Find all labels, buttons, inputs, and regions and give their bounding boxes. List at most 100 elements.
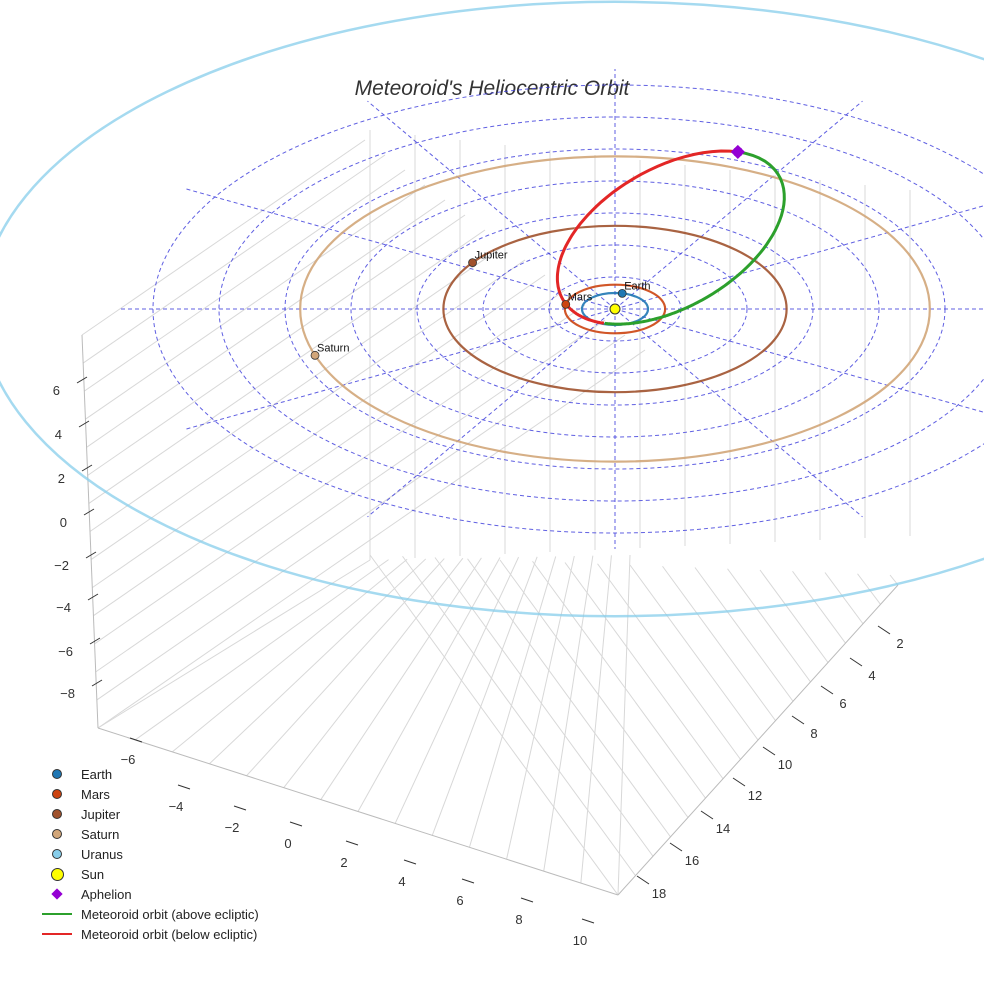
x-tick-mark (669, 842, 683, 852)
x-tick-mark (849, 657, 863, 667)
planet-saturn (310, 350, 320, 360)
grid-line (824, 572, 864, 625)
polar-spoke (186, 308, 616, 430)
y-tick-label: 4 (398, 874, 405, 889)
x-tick-label: 12 (748, 788, 762, 803)
legend-item-saturn[interactable]: Saturn (40, 824, 259, 844)
x-tick-label: 8 (810, 726, 817, 741)
x-tick-label: 10 (778, 757, 792, 772)
grid-line (96, 334, 626, 701)
z-tick-label: 6 (53, 383, 60, 398)
y-tick-mark (520, 897, 534, 903)
y-tick-mark (233, 805, 247, 811)
x-tick-mark (636, 875, 650, 885)
grid-line (90, 259, 526, 560)
legend-item-meteoroid-orbit-above-ecliptic[interactable]: Meteoroid orbit (above ecliptic) (40, 904, 259, 924)
y-tick-mark (129, 737, 143, 743)
grid-line (85, 184, 426, 420)
legend-label: Saturn (81, 826, 120, 842)
y-tick-label: 6 (456, 893, 463, 908)
grid-line (84, 169, 406, 392)
legend: Earth Mars Jupiter Saturn Uranus Sun Aphelion M… (40, 764, 259, 944)
legend-label: Mars (81, 786, 110, 802)
x-tick-mark (700, 810, 714, 820)
grid-line (617, 554, 631, 896)
aphelion-marker (730, 144, 745, 159)
y-tick-mark (177, 784, 191, 790)
meteoroid-orbit-above (604, 150, 786, 326)
polar-rings (120, 69, 984, 549)
x-tick-label: 16 (685, 853, 699, 868)
y-tick-mark (581, 918, 595, 924)
grid-line (597, 563, 741, 760)
z-tick-mark (81, 464, 93, 472)
grid-line (92, 274, 546, 589)
z-tick-mark (87, 593, 99, 601)
grid-line (857, 573, 881, 605)
x-tick-mark (877, 625, 891, 635)
legend-marker-icon (40, 844, 74, 864)
grid-line (81, 139, 366, 336)
grid-line (93, 289, 566, 617)
grid-line (564, 562, 724, 780)
grid-line (134, 559, 389, 741)
polar-spoke (367, 308, 616, 518)
grid-line (506, 555, 575, 860)
x-tick-mark (820, 685, 834, 695)
z-tick-label: 2 (58, 471, 65, 486)
legend-item-earth[interactable]: Earth (40, 764, 259, 784)
grid-line (283, 557, 464, 788)
planet-earth (617, 288, 627, 298)
legend-label: Uranus (81, 846, 123, 862)
legend-item-sun[interactable]: Sun (40, 864, 259, 884)
grid-line (97, 349, 646, 729)
z-tick-mark (78, 420, 90, 428)
z-tick-mark (83, 508, 95, 516)
orbit-mars (563, 283, 667, 335)
grid-line (246, 558, 445, 777)
z-tick-label: −4 (56, 600, 71, 615)
x-tick-label: 18 (652, 886, 666, 901)
z-tick-mark (89, 637, 101, 645)
y-tick-label: 0 (284, 836, 291, 851)
grid-line (82, 154, 386, 364)
grid-line (543, 555, 594, 872)
axis-line (81, 334, 99, 729)
grid-line (431, 556, 538, 836)
y-tick-label: −2 (225, 820, 240, 835)
z-tick-label: −6 (58, 644, 73, 659)
legend-item-meteoroid-orbit-below-ecliptic[interactable]: Meteoroid orbit (below ecliptic) (40, 924, 259, 944)
grid-line (727, 568, 811, 683)
grid-line (759, 569, 829, 663)
grid-line (468, 556, 557, 848)
legend-label: Meteoroid orbit (above ecliptic) (81, 906, 259, 922)
legend-marker-icon (40, 924, 74, 944)
grid-line (209, 558, 427, 765)
x-tick-mark (732, 777, 746, 787)
legend-label: Aphelion (81, 886, 132, 902)
grid-line (499, 559, 689, 818)
y-tick-label: −6 (121, 752, 136, 767)
orbit-saturn (299, 155, 931, 463)
legend-marker-icon (40, 764, 74, 784)
y-tick-label: 10 (573, 933, 587, 948)
axis-line (97, 727, 619, 896)
grid-line (434, 557, 654, 857)
grid-line (88, 229, 486, 504)
legend-marker-icon (40, 804, 74, 824)
x-tick-label: 2 (896, 636, 903, 651)
polar-spoke (614, 100, 863, 310)
grid-line (580, 555, 612, 884)
y-tick-label: −4 (169, 799, 184, 814)
legend-item-jupiter[interactable]: Jupiter (40, 804, 259, 824)
legend-item-mars[interactable]: Mars (40, 784, 259, 804)
z-tick-label: 0 (60, 515, 67, 530)
legend-label: Sun (81, 866, 105, 882)
legend-item-aphelion[interactable]: Aphelion (40, 884, 259, 904)
planet-label-earth: Earth (624, 280, 650, 292)
legend-item-uranus[interactable]: Uranus (40, 844, 259, 864)
polar-spoke (614, 308, 863, 518)
planet-mars (561, 299, 571, 309)
legend-marker-icon (40, 904, 74, 924)
